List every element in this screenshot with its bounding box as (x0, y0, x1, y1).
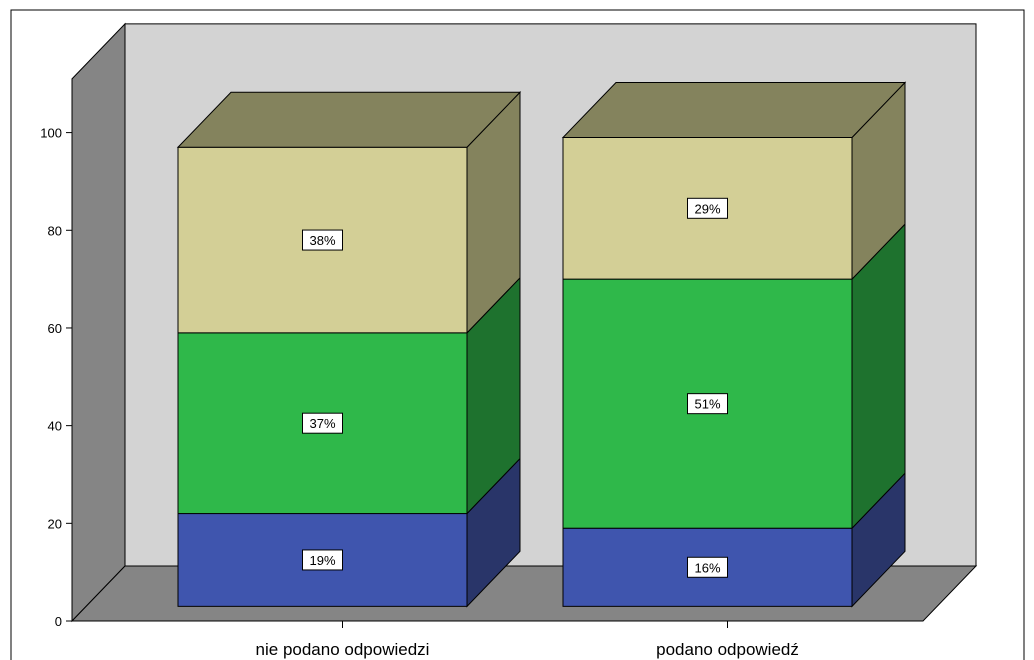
data-label-box (687, 556, 728, 578)
bar-stack: 16% 51% 29% (561, 81, 907, 608)
data-label-box (687, 393, 728, 415)
x-tick-label: podano odpowiedź (656, 640, 799, 659)
data-label: 51% (694, 397, 720, 412)
data-label-box (302, 549, 343, 571)
y-tick-label: 0 (55, 614, 62, 629)
data-label: 29% (694, 201, 720, 216)
bar-top (176, 91, 522, 148)
data-label: 37% (309, 416, 335, 431)
y-tick-label: 80 (48, 223, 62, 238)
y-tick-label: 60 (48, 321, 62, 336)
data-label: 16% (694, 560, 720, 575)
data-label-box (302, 229, 343, 251)
data-label: 38% (309, 233, 335, 248)
x-tick-label: nie podano odpowiedzi (256, 640, 430, 659)
y-axis: 0 20 40 60 80 100 (40, 78, 73, 629)
bar-stack: 19% 37% 38% (176, 91, 522, 608)
bar-stacks: 19% 37% 38% 16% 51% 29% (176, 81, 907, 608)
data-label-box (302, 412, 343, 434)
bar-top (561, 81, 907, 138)
data-label: 19% (309, 553, 335, 568)
y-tick-label: 100 (40, 126, 62, 141)
data-label-box (687, 197, 728, 219)
x-axis-labels: nie podano odpowiedzi podano odpowiedź (256, 621, 799, 659)
left-wall (71, 22, 126, 623)
y-tick-label: 40 (48, 419, 62, 434)
y-tick-label: 20 (48, 516, 62, 531)
